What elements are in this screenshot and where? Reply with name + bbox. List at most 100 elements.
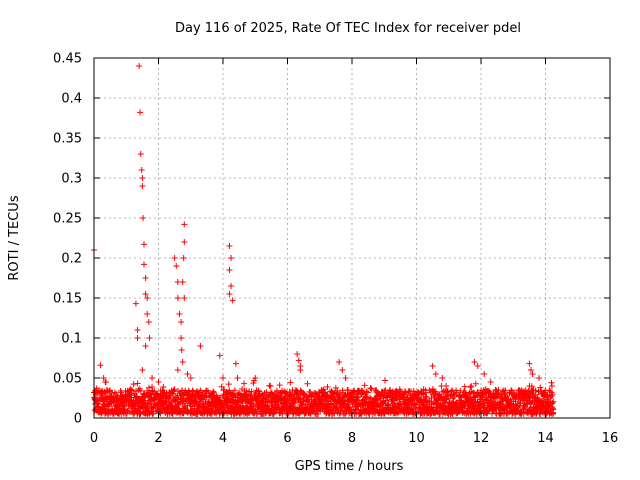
roti-point: [178, 319, 185, 325]
roti-point-band: [549, 400, 556, 407]
roti-point-band: [267, 383, 274, 390]
roti-point-band: [332, 384, 339, 391]
roti-point-band: [441, 409, 448, 416]
roti-point: [297, 367, 304, 373]
roti-point: [234, 375, 241, 381]
roti-point: [155, 379, 162, 385]
roti-point-band: [324, 398, 331, 405]
y-tick-label: 0.45: [53, 52, 82, 67]
x-tick-label: 2: [154, 431, 162, 446]
roti-point-band: [156, 409, 163, 416]
roti-point: [474, 363, 481, 369]
y-tick-label: 0.1: [61, 332, 82, 347]
roti-point: [226, 291, 233, 297]
roti-point: [176, 311, 183, 317]
roti-point: [536, 375, 543, 381]
roti-point-band: [198, 395, 205, 402]
roti-point: [142, 275, 149, 281]
roti-point: [146, 335, 153, 341]
roti-point: [180, 255, 187, 261]
roti-point: [481, 371, 488, 377]
roti-point: [229, 297, 236, 304]
roti-point-band: [467, 384, 474, 391]
roti-point-band: [468, 383, 475, 390]
roti-point: [140, 241, 147, 248]
roti-point: [139, 183, 146, 189]
roti-point: [136, 63, 143, 69]
roti-point-band: [537, 384, 544, 391]
roti-point-band: [410, 388, 417, 395]
roti-point-band: [528, 399, 535, 406]
roti-point-band: [426, 398, 433, 405]
roti-point: [145, 319, 152, 325]
roti-point: [138, 167, 145, 173]
roti-point-band: [276, 382, 283, 389]
roti-point-band: [247, 400, 254, 407]
roti-point: [144, 311, 151, 317]
roti-point-band: [101, 388, 108, 395]
roti-point-band: [382, 377, 389, 384]
roti-point-band: [218, 383, 225, 390]
roti-point: [184, 371, 191, 377]
roti-point: [174, 367, 181, 373]
roti-point: [226, 267, 233, 273]
roti-point: [102, 379, 109, 385]
roti-point-band: [283, 390, 290, 397]
roti-point-band: [257, 400, 264, 407]
roti-point-band: [216, 394, 223, 401]
roti-point-band: [472, 380, 479, 387]
roti-point: [228, 255, 235, 261]
x-tick-labels: 0 2 4 6 8 10 12 14 16: [90, 431, 618, 446]
roti-point-band: [172, 402, 179, 409]
roti-point-band: [189, 387, 196, 394]
roti-point-band: [328, 400, 335, 407]
roti-point-band: [231, 387, 238, 394]
roti-point: [137, 151, 144, 157]
roti-point: [173, 263, 180, 269]
x-tick-label: 4: [219, 431, 227, 446]
points-layer: [91, 63, 555, 389]
roti-point-band: [472, 394, 479, 401]
roti-point-band: [159, 404, 166, 411]
y-tick-label: 0.35: [53, 132, 82, 147]
roti-point-band: [363, 388, 370, 395]
points-band-layer: [91, 377, 557, 417]
y-tick-label: 0.3: [61, 172, 82, 187]
roti-point: [134, 327, 141, 333]
roti-point-band: [118, 389, 125, 396]
roti-point-band: [374, 396, 381, 403]
roti-point-band: [303, 406, 310, 413]
roti-point-band: [510, 401, 517, 408]
roti-point: [142, 343, 149, 349]
roti-point: [171, 255, 178, 261]
roti-point-band: [532, 391, 539, 398]
roti-point: [134, 335, 141, 341]
roti-point: [342, 375, 349, 381]
roti-point-band: [247, 392, 254, 399]
x-tick-label: 8: [348, 431, 356, 446]
x-tick-label: 0: [90, 431, 98, 446]
roti-point: [140, 215, 147, 221]
roti-point-band: [550, 410, 557, 417]
roti-point-band: [111, 389, 118, 396]
roti-point-band: [354, 394, 361, 401]
y-tick-label: 0.25: [53, 212, 82, 227]
roti-point: [529, 371, 536, 377]
tick-layer: [93, 57, 611, 419]
roti-point-band: [324, 392, 331, 399]
roti-point-band: [296, 395, 303, 402]
roti-point-band: [549, 391, 556, 398]
roti-point: [487, 379, 494, 385]
roti-point-band: [120, 403, 127, 410]
y-tick-label: 0: [74, 412, 82, 427]
roti-point: [232, 360, 239, 367]
roti-point-band: [432, 388, 439, 395]
roti-point: [178, 347, 185, 353]
grid-layer: [94, 58, 610, 418]
roti-point: [174, 295, 181, 301]
roti-point-band: [443, 382, 450, 389]
roti-point: [295, 357, 302, 364]
roti-point-band: [550, 398, 557, 405]
roti-point-band: [361, 382, 368, 389]
roti-point-band: [355, 394, 362, 401]
